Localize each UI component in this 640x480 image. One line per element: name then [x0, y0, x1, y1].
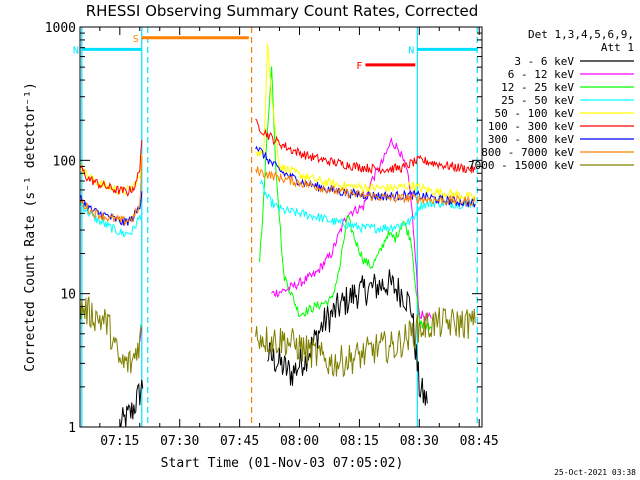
legend-label-7: 800 - 7000 keV — [481, 146, 574, 159]
series-line-5 — [79, 118, 476, 197]
y-tick-label-2: 100 — [53, 154, 76, 169]
x-tick-label-3: 08:00 — [280, 434, 319, 449]
series-lines — [79, 42, 476, 428]
series-line-0 — [119, 269, 428, 428]
y-axis-ticks: 1 10 100 1000 — [45, 21, 482, 436]
x-tick-label-4: 08:15 — [340, 434, 379, 449]
legend-label-8: 7000 - 15000 keV — [468, 159, 574, 172]
flag-label-2: N — [408, 45, 414, 56]
series-line-8 — [79, 296, 476, 378]
legend-header-line2: Att 1 — [601, 41, 634, 54]
x-tick-label-6: 08:45 — [460, 434, 499, 449]
legend-header-line1: Det 1,3,4,5,6,9, — [528, 28, 634, 41]
legend-label-4: 50 - 100 keV — [495, 107, 575, 120]
x-tick-label-0: 07:15 — [100, 434, 139, 449]
series-line-4 — [79, 42, 476, 202]
y-tick-label-0: 1 — [68, 421, 76, 436]
flag-bars: S N N F — [73, 34, 478, 72]
series-line-7 — [79, 155, 476, 227]
legend-label-6: 300 - 800 keV — [488, 133, 574, 146]
legend-label-5: 100 - 300 keV — [488, 120, 574, 133]
chart-title: RHESSI Observing Summary Count Rates, Co… — [86, 2, 479, 20]
legend-label-2: 12 - 25 keV — [501, 81, 574, 94]
legend-label-3: 25 - 50 keV — [501, 94, 574, 107]
y-tick-label-3: 1000 — [45, 21, 76, 36]
series-line-2 — [139, 66, 432, 338]
plot-frame — [79, 26, 483, 428]
flag-label-1: N — [73, 45, 79, 56]
x-tick-label-1: 07:30 — [160, 434, 199, 449]
legend-label-0: 3 - 6 keV — [514, 55, 574, 68]
y-tick-label-1: 10 — [60, 288, 76, 303]
flag-label-3: F — [356, 61, 362, 72]
y-axis-label: Corrected Count Rate (s⁻¹ detector⁻¹) — [23, 82, 38, 372]
footer-date: 25-Oct-2021 03:38 — [554, 468, 636, 477]
legend-label-1: 6 - 12 keV — [508, 68, 575, 81]
flag-label-0: S — [133, 34, 139, 45]
x-tick-label-5: 08:30 — [400, 434, 439, 449]
x-axis-ticks: 07:15 07:30 07:45 08:00 08:15 08:30 08:45 — [99, 27, 499, 449]
x-axis-label: Start Time (01-Nov-03 07:05:02) — [161, 456, 404, 471]
x-tick-label-2: 07:45 — [220, 434, 259, 449]
